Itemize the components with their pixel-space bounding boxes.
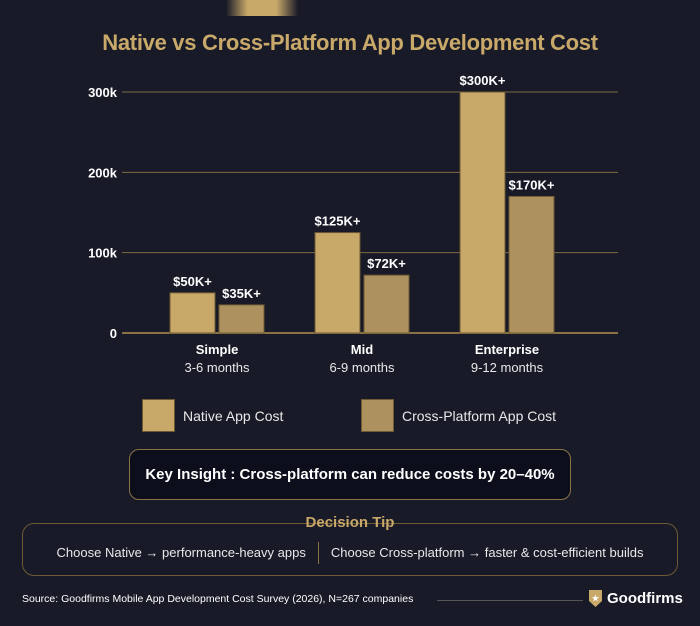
data-label: $170K+ <box>509 177 555 192</box>
x-tick-label: Simple <box>196 342 239 357</box>
legend-label-cross: Cross-Platform App Cost <box>402 407 557 424</box>
decision-tip-box: Choose Native → performance-heavy apps C… <box>22 523 678 576</box>
bar-native <box>314 232 361 334</box>
goodfirms-logo: ★ Goodfirms <box>589 590 683 607</box>
bar-cross <box>508 195 555 334</box>
shield-star-icon: ★ <box>589 590 602 607</box>
legend-item-cross: Cross-Platform App Cost <box>361 399 556 432</box>
chart-title: Native vs Cross-Platform App Development… <box>102 30 598 55</box>
legend-label-native: Native App Cost <box>183 407 284 424</box>
bar-chart: 0 100k 200k 300k $50K+ $35K+ Simple 3-6 months $… <box>88 73 618 375</box>
legend-item-native: Native App Cost <box>142 399 283 432</box>
legend-swatch-cross <box>361 399 394 432</box>
decision-tip-title: Decision Tip <box>305 514 395 531</box>
brand-name: Goodfirms <box>607 590 683 607</box>
y-tick-label: 200k <box>88 165 118 180</box>
x-tick-label: Mid <box>351 342 373 357</box>
data-label: $300K+ <box>460 73 506 88</box>
tip-cross: Choose Cross-platform → faster & cost-ef… <box>330 545 644 560</box>
bar-native <box>459 91 506 334</box>
y-tick-label: 0 <box>110 326 117 341</box>
source-divider <box>437 600 583 601</box>
key-insight-text: Key Insight : Cross-platform can reduce … <box>145 466 555 483</box>
x-tick-label: Enterprise <box>475 342 539 357</box>
x-tick-sublabel: 6-9 months <box>329 360 395 375</box>
bar-cross <box>363 274 410 334</box>
data-label: $125K+ <box>315 214 361 229</box>
y-tick-label: 300k <box>88 85 118 100</box>
data-label: $50K+ <box>173 274 212 289</box>
tip-native: Choose Native → performance-heavy apps <box>56 545 306 560</box>
legend-swatch-native <box>142 399 175 432</box>
data-label: $35K+ <box>222 286 261 301</box>
decorative-glow <box>226 0 298 16</box>
x-tick-sublabel: 9-12 months <box>471 360 544 375</box>
data-label: $72K+ <box>367 256 406 271</box>
bar-cross <box>218 304 265 334</box>
key-insight-box: Key Insight : Cross-platform can reduce … <box>129 449 571 500</box>
y-tick-label: 100k <box>88 246 118 261</box>
tip-divider <box>317 541 319 564</box>
bar-native <box>169 292 216 334</box>
x-tick-sublabel: 3-6 months <box>184 360 250 375</box>
source-note: Source: Goodfirms Mobile App Development… <box>22 593 414 605</box>
